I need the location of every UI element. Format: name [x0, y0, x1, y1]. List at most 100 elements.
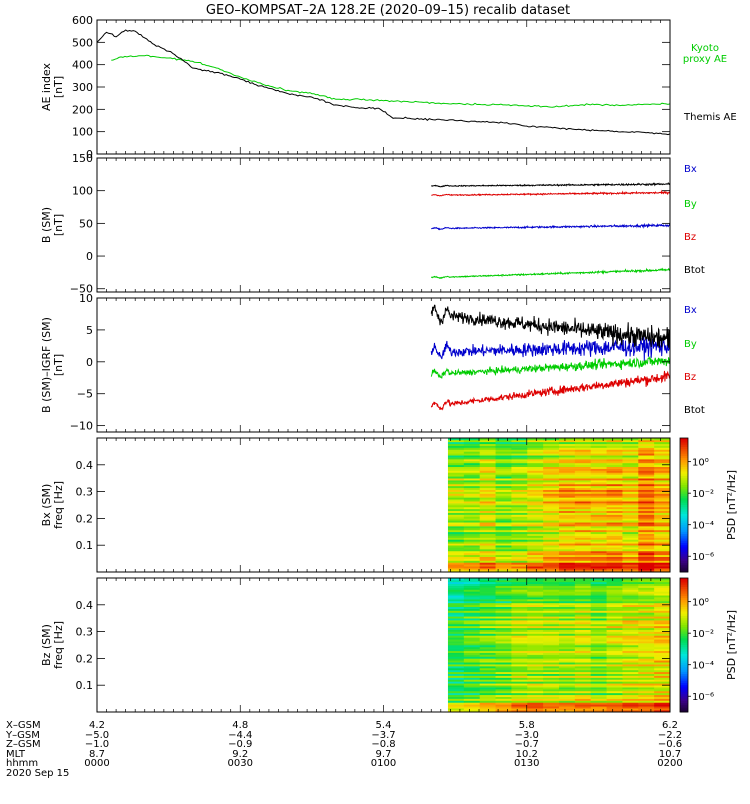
spectrogram-cell	[590, 518, 607, 521]
spectrogram-cell	[590, 618, 607, 621]
spectrogram-cell	[511, 501, 528, 504]
spectrogram-cell	[638, 533, 655, 536]
spectrogram-cell	[558, 543, 576, 546]
spectrogram-cell	[606, 459, 623, 462]
spectrogram-cell	[527, 625, 544, 629]
spectrogram-cell	[479, 656, 496, 659]
spectrogram-cell	[574, 637, 592, 640]
series-line-bz	[431, 189, 671, 197]
spectrogram-cell	[574, 692, 592, 696]
spectrogram-cell	[590, 552, 607, 556]
spectrogram-cell	[574, 491, 592, 494]
spectrogram-cell	[479, 564, 496, 567]
spectrogram-cell	[543, 564, 560, 567]
spectrogram-cell	[447, 499, 465, 502]
spectrogram-cell	[463, 612, 481, 615]
spectrogram-cell	[558, 614, 576, 617]
spectrogram-cell	[574, 639, 592, 642]
spectrogram-cell	[495, 558, 512, 561]
spectrogram-cell	[511, 643, 528, 646]
colorbar-segment	[680, 438, 688, 441]
spectrogram-cell	[447, 604, 465, 608]
spectrogram-cell	[479, 595, 496, 598]
spectrogram-cell	[622, 568, 639, 571]
spectrogram-cell	[479, 556, 496, 559]
spectrogram-cell	[543, 579, 560, 583]
spectrogram-cell	[638, 457, 655, 460]
spectrogram-cell	[463, 485, 481, 489]
spectrogram-cell	[574, 501, 592, 504]
spectrogram-cell	[543, 554, 560, 557]
spectrogram-cell	[543, 583, 560, 586]
spectrogram-cell	[511, 550, 528, 554]
spectrogram-cell	[479, 526, 496, 529]
colorbar-segment	[680, 680, 688, 684]
spectrogram-cell	[574, 518, 592, 521]
spectrogram-cell	[654, 558, 671, 561]
spectrogram-cell	[558, 597, 576, 600]
spectrogram-cell	[479, 524, 496, 527]
spectrogram-cell	[543, 637, 560, 640]
spectrogram-cell	[447, 526, 465, 529]
spectrogram-cell	[511, 518, 528, 521]
spectrogram-cell	[638, 658, 655, 661]
colorbar-segment	[680, 602, 688, 606]
spectrogram-cell	[463, 602, 481, 606]
spectrogram-cell	[495, 499, 512, 502]
spectrogram-cell	[606, 704, 623, 707]
spectrogram-cell	[638, 570, 655, 573]
spectrogram-cell	[511, 570, 528, 573]
spectrogram-cell	[479, 560, 496, 563]
spectrogram-cell	[606, 566, 623, 569]
y-tick-label: 0.1	[76, 679, 94, 692]
y-tick-label: 100	[72, 185, 93, 198]
spectrogram-cell	[590, 472, 607, 475]
spectrogram-cell	[654, 620, 671, 623]
y-axis-label: Bx (SM)	[40, 484, 53, 527]
spectrogram-cell	[638, 566, 655, 569]
spectrogram-cell	[543, 677, 560, 680]
spectrogram-cell	[590, 669, 607, 673]
spectrogram-cell	[463, 600, 481, 604]
spectrogram-cell	[463, 570, 481, 573]
spectrogram-cell	[527, 470, 544, 473]
spectrogram-cell	[495, 641, 512, 644]
spectrogram-cell	[495, 595, 512, 598]
spectrogram-cell	[574, 679, 592, 682]
spectrogram-cell	[543, 685, 560, 688]
spectrogram-cell	[511, 675, 528, 678]
spectrogram-cell	[543, 683, 560, 686]
spectrogram-cell	[463, 543, 481, 546]
spectrogram-cell	[558, 587, 576, 590]
spectrogram-cell	[654, 564, 671, 567]
spectrogram-cell	[543, 491, 560, 494]
spectrogram-cell	[574, 673, 592, 676]
spectrogram-cell	[447, 491, 465, 494]
spectrogram-cell	[654, 556, 671, 559]
spectrogram-cell	[606, 524, 623, 527]
colorbar-segment	[680, 689, 688, 693]
spectrogram-cell	[511, 516, 528, 519]
spectrogram-cell	[590, 690, 607, 694]
colorbar-segment	[680, 578, 688, 581]
spectrogram-cell	[543, 556, 560, 559]
spectrogram-cell	[543, 547, 560, 550]
spectrogram-cell	[511, 606, 528, 609]
spectrogram-cell	[606, 506, 623, 510]
spectrogram-cell	[543, 692, 560, 696]
spectrogram-cell	[527, 620, 544, 623]
spectrogram-cell	[527, 700, 544, 703]
spectrogram-cell	[654, 643, 671, 646]
spectrogram-cell	[654, 600, 671, 604]
spectrogram-cell	[479, 602, 496, 606]
spectrogram-cell	[511, 587, 528, 590]
spectrogram-cell	[447, 459, 465, 462]
spectrogram-cell	[527, 694, 544, 697]
spectrogram-cell	[543, 539, 560, 542]
colorbar-segment	[680, 638, 688, 641]
spectrogram-cell	[590, 535, 607, 538]
spectrogram-cell	[463, 560, 481, 563]
spectrogram-cell	[638, 505, 655, 508]
colorbar-segment	[680, 545, 688, 548]
